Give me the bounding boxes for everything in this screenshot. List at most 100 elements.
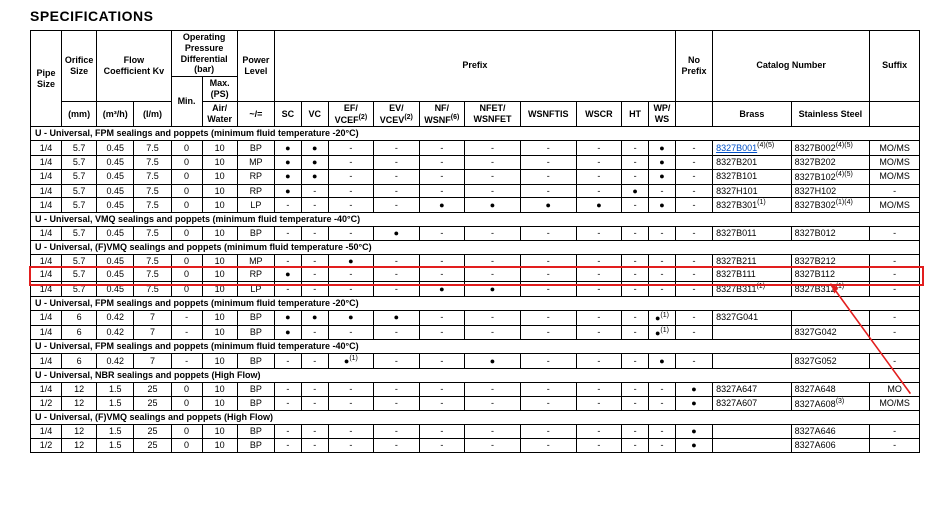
cell-orf: 5.7: [62, 282, 97, 297]
cell-nopfx: -: [675, 226, 712, 240]
cell-brass: 8327B011: [713, 226, 792, 240]
cell-max: 10: [202, 382, 237, 396]
cell-wscr: -: [576, 254, 621, 268]
cell-suf: -: [870, 226, 920, 240]
cell-nf: -: [419, 226, 464, 240]
cell-wscr: -: [576, 169, 621, 184]
cell-vc: -: [301, 268, 328, 282]
cell-wp: ●: [649, 141, 676, 156]
cell-pl: BP: [237, 382, 274, 396]
cell-ev: -: [374, 184, 419, 198]
cell-nopfx: ●: [675, 396, 712, 411]
cell-nfet: ●: [465, 354, 521, 369]
cell-sc: ●: [274, 310, 301, 325]
h-m3h: (m³/h): [97, 101, 134, 127]
cell-brass: [713, 425, 792, 439]
cell-ht: -: [622, 141, 649, 156]
cell-orf: 5.7: [62, 198, 97, 213]
cell-ev: -: [374, 325, 419, 340]
cell-max: 10: [202, 268, 237, 282]
cell-wsnftis: -: [520, 184, 576, 198]
cell-nf: -: [419, 268, 464, 282]
cell-f2: 7: [134, 354, 171, 369]
cell-nfet: ●: [465, 198, 521, 213]
cell-nopfx: -: [675, 325, 712, 340]
cell-ss: 8327B002(4)(5): [791, 141, 870, 156]
cell-wscr: -: [576, 425, 621, 439]
cell-wscr: -: [576, 226, 621, 240]
cell-nfet: -: [465, 382, 521, 396]
cell-ef: -: [328, 184, 373, 198]
cell-orf: 6: [62, 325, 97, 340]
cell-max: 10: [202, 282, 237, 297]
cell-f2: 7.5: [134, 282, 171, 297]
cell-f1: 0.45: [97, 268, 134, 282]
h-prefix: Prefix: [274, 31, 675, 102]
cell-f1: 0.45: [97, 169, 134, 184]
cell-pl: RP: [237, 184, 274, 198]
h-ht: HT: [622, 101, 649, 127]
cell-nf: -: [419, 169, 464, 184]
cell-pipe: 1/4: [31, 268, 62, 282]
cell-ef: -: [328, 382, 373, 396]
cell-max: 10: [202, 425, 237, 439]
cell-nfet: -: [465, 268, 521, 282]
cell-nf: ●: [419, 198, 464, 213]
cell-wsnftis: -: [520, 282, 576, 297]
cell-wsnftis: -: [520, 438, 576, 452]
cell-ht: -: [622, 354, 649, 369]
cell-sc: -: [274, 198, 301, 213]
cell-ss: 8327A646: [791, 425, 870, 439]
cell-f2: 7.5: [134, 268, 171, 282]
cell-f1: 0.45: [97, 226, 134, 240]
cell-suf: -: [870, 254, 920, 268]
cell-pl: BP: [237, 226, 274, 240]
table-row: 1/45.70.457.5010LP----●●●●-●-8327B301(1)…: [31, 198, 920, 213]
cell-ev: -: [374, 382, 419, 396]
h-suffix: Suffix: [870, 31, 920, 102]
h-nfet: NFET/ WSNFET: [465, 101, 521, 127]
catalog-link[interactable]: 8327B001: [716, 143, 757, 153]
cell-max: 10: [202, 354, 237, 369]
h-ss: Stainless Steel: [791, 101, 870, 127]
cell-nfet: -: [465, 169, 521, 184]
cell-max: 10: [202, 254, 237, 268]
cell-ss: 8327B202: [791, 155, 870, 169]
cell-f2: 7.5: [134, 254, 171, 268]
cell-ev: -: [374, 268, 419, 282]
cell-min: 0: [171, 425, 202, 439]
cell-wp: ●(1): [649, 325, 676, 340]
cell-ef: -: [328, 268, 373, 282]
section-label: U - Universal, FPM sealings and poppets …: [31, 127, 920, 141]
cell-ht: -: [622, 438, 649, 452]
cell-ev: -: [374, 141, 419, 156]
cell-ht: -: [622, 155, 649, 169]
cell-sc: ●: [274, 169, 301, 184]
cell-ss: 8327G042: [791, 325, 870, 340]
table-row: 1/4121.525010BP----------●8327A646-: [31, 425, 920, 439]
cell-nfet: -: [465, 438, 521, 452]
cell-ef: ●: [328, 254, 373, 268]
cell-min: 0: [171, 169, 202, 184]
cell-ss: 8327B212: [791, 254, 870, 268]
cell-brass: [713, 325, 792, 340]
cell-ev: -: [374, 425, 419, 439]
cell-nf: -: [419, 141, 464, 156]
cell-ev: -: [374, 282, 419, 297]
cell-ss: 8327A608(3): [791, 396, 870, 411]
cell-ht: -: [622, 382, 649, 396]
cell-pipe: 1/4: [31, 354, 62, 369]
cell-nopfx: -: [675, 354, 712, 369]
cell-pl: RP: [237, 169, 274, 184]
cell-f2: 7.5: [134, 184, 171, 198]
cell-nopfx: -: [675, 141, 712, 156]
cell-ef: -: [328, 425, 373, 439]
cell-brass: 8327G041: [713, 310, 792, 325]
cell-wscr: -: [576, 354, 621, 369]
cell-vc: -: [301, 325, 328, 340]
cell-vc: -: [301, 184, 328, 198]
h-noprefix: No Prefix: [675, 31, 712, 102]
h-ev: EV/ VCEV(2): [374, 101, 419, 127]
h-nopfx2: [675, 101, 712, 127]
cell-wscr: -: [576, 184, 621, 198]
